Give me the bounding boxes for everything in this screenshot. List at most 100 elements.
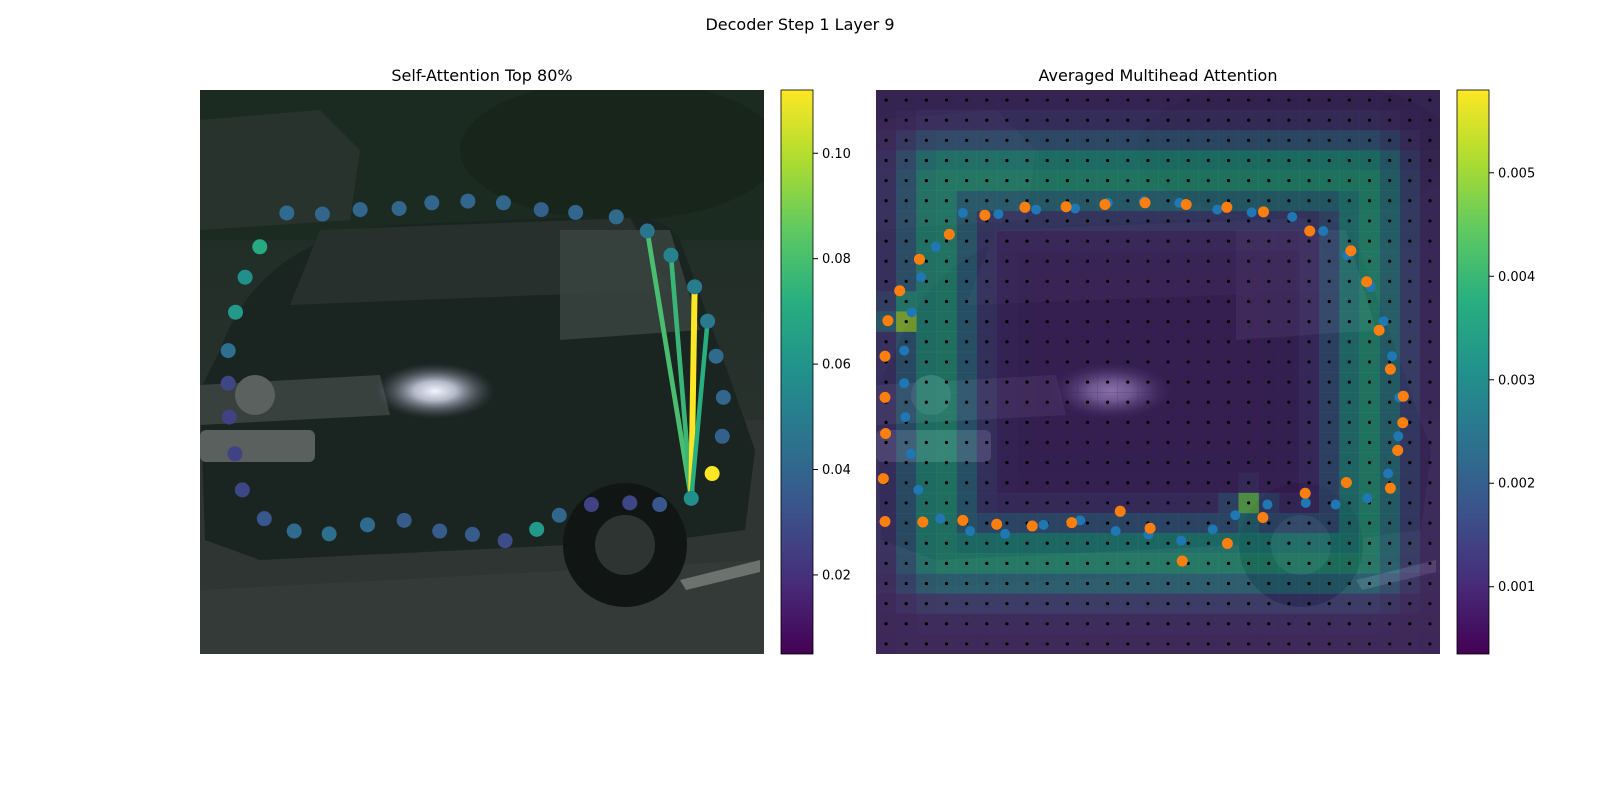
grid-dot [985, 400, 989, 404]
point-series [877, 196, 1409, 567]
grid-dot [1327, 340, 1331, 344]
grid-dot [944, 440, 949, 445]
query-point [568, 204, 584, 220]
orange-point [1180, 198, 1192, 210]
grid-dot [1045, 420, 1049, 424]
grid-dot [1186, 642, 1190, 646]
blue-point [1000, 528, 1011, 539]
query-point [529, 521, 545, 537]
query-point [583, 497, 599, 513]
grid-dot [924, 239, 928, 243]
grid-dot [904, 340, 908, 344]
grid-dot [1186, 360, 1190, 364]
grid-dot [1428, 461, 1432, 465]
blue-point [1383, 468, 1394, 479]
grid-dot [1065, 400, 1069, 404]
grid-dot [1307, 581, 1311, 586]
grid-dot [1327, 138, 1331, 142]
orange-point [879, 515, 891, 527]
grid-dot [1347, 279, 1351, 283]
attention-link [689, 321, 710, 499]
grid-dot [1408, 360, 1412, 364]
grid-dot [1166, 158, 1170, 163]
grid-dot [1005, 642, 1009, 646]
grid-dot [1247, 440, 1251, 445]
grid-dot [1226, 179, 1231, 183]
grid-dot [1206, 179, 1210, 183]
orange-point [1384, 482, 1396, 494]
grid-dot [1367, 259, 1372, 263]
grid-dot [1065, 501, 1069, 505]
grid-dot [1005, 622, 1009, 626]
grid-dot [1005, 360, 1009, 364]
grid-dot [1085, 259, 1090, 263]
grid-dot [965, 98, 969, 102]
grid-dot [1206, 279, 1210, 283]
grid-dot [904, 481, 908, 485]
grid-dot [1186, 320, 1190, 324]
grid-dot [1166, 481, 1170, 485]
grid-dot [1206, 440, 1210, 445]
grid-dot [904, 259, 908, 263]
grid-dot [1267, 199, 1271, 203]
query-point [220, 375, 236, 391]
grid-dot [1367, 581, 1372, 586]
grid-dot [1408, 622, 1412, 626]
right-colorbar-gradient [1456, 89, 1490, 655]
grid-dot [1126, 239, 1130, 243]
grid-dot [1146, 279, 1150, 283]
blue-point [957, 207, 968, 218]
grid-dot [1367, 179, 1372, 183]
grid-dot [1186, 259, 1190, 263]
grid-dot [1005, 299, 1009, 304]
grid-dot [1226, 622, 1231, 626]
grid-dot [1065, 179, 1069, 183]
grid-dot [924, 360, 928, 364]
grid-dot [1206, 219, 1210, 223]
grid-dot [1287, 481, 1291, 485]
grid-dot [1025, 138, 1029, 142]
grid-dot [904, 561, 908, 565]
grid-dot [1126, 320, 1130, 324]
grid-dot [1025, 239, 1029, 243]
grid-dot [1146, 440, 1150, 445]
grid-dot [1065, 360, 1069, 364]
query-point [687, 279, 703, 295]
grid-dot [904, 541, 908, 545]
grid-dot [1186, 219, 1190, 223]
grid-dot [1428, 299, 1432, 304]
query-point [495, 195, 511, 211]
grid-dot [1247, 501, 1251, 505]
blue-point [1300, 497, 1311, 508]
grid-dot [904, 158, 908, 163]
grid-dot [1367, 481, 1372, 485]
grid-dot [1347, 320, 1351, 324]
grid-dot [1206, 420, 1210, 424]
grid-dot [1267, 299, 1271, 304]
grid-dot [1005, 420, 1009, 424]
grid-dot [1206, 602, 1210, 606]
grid-dot [1347, 440, 1351, 445]
grid-dot [1247, 299, 1251, 304]
query-point [460, 193, 476, 209]
query-point [715, 389, 731, 405]
grid-dot [1146, 158, 1150, 163]
grid-dot [1347, 420, 1351, 424]
grid-dot [884, 158, 888, 163]
grid-dot [1267, 581, 1271, 586]
grid-dots [884, 98, 1432, 646]
grid-dot [1126, 219, 1130, 223]
orange-point [879, 350, 891, 362]
grid-dot [1106, 481, 1110, 485]
grid-dot [1428, 158, 1432, 163]
orange-point [880, 427, 892, 439]
grid-dot [1126, 138, 1130, 142]
grid-dot [904, 440, 908, 445]
query-points [220, 193, 731, 549]
grid-dot [1226, 561, 1231, 565]
grid-dot [1206, 98, 1210, 102]
grid-dot [944, 420, 949, 424]
grid-dot [1166, 239, 1170, 243]
grid-dot [1247, 642, 1251, 646]
grid-dot [1025, 642, 1029, 646]
